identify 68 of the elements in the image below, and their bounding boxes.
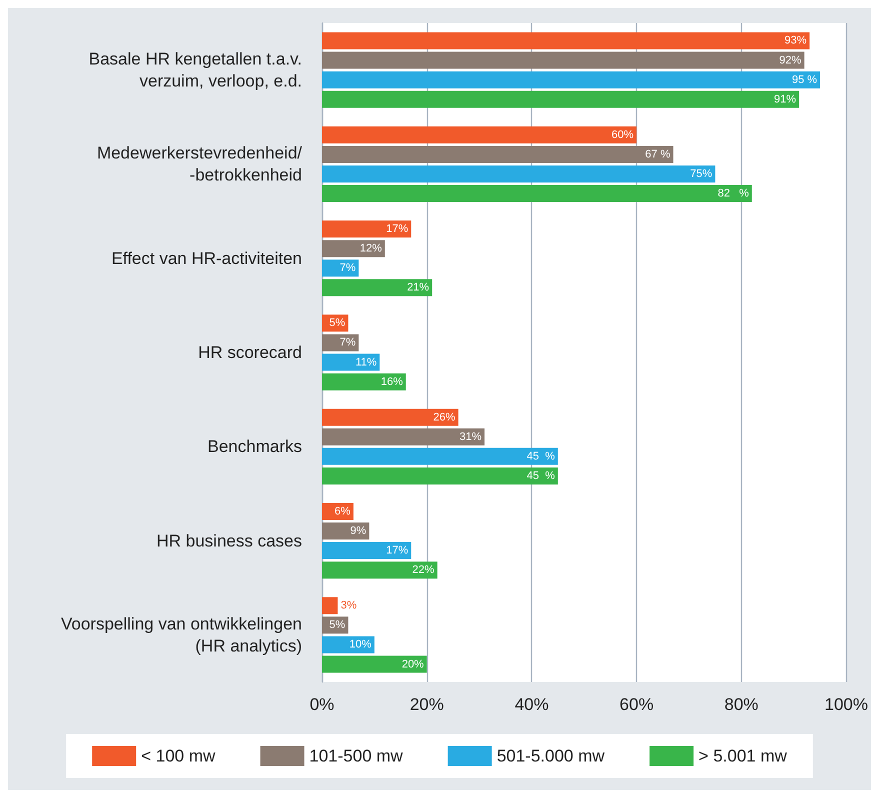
bar xyxy=(322,448,558,465)
data-label: 5% xyxy=(329,317,346,330)
data-label: 17% xyxy=(386,544,408,557)
bar xyxy=(322,240,385,258)
x-tick-label: 80% xyxy=(724,695,758,714)
bar xyxy=(322,90,800,108)
legend-label: 101-500 mw xyxy=(309,746,404,766)
data-label: 7% xyxy=(340,262,356,274)
y-tick-label: Voorspelling van ontwikkelingen (HR analytics) xyxy=(61,614,302,656)
bar xyxy=(322,279,432,296)
data-label: 3% xyxy=(340,600,357,612)
data-label: 6% xyxy=(334,505,351,518)
bar xyxy=(322,428,485,446)
bar xyxy=(322,165,716,182)
x-tick-label: 20% xyxy=(410,695,444,714)
y-tick-label: HR business cases xyxy=(156,531,302,550)
x-tick-label: 40% xyxy=(514,695,549,714)
y-tick-label: Effect van HR-activiteiten xyxy=(111,248,302,268)
x-tick-label: 60% xyxy=(620,695,654,714)
bar xyxy=(322,408,458,426)
data-label: 7% xyxy=(340,336,356,349)
bar xyxy=(322,71,820,88)
bar xyxy=(322,522,370,540)
y-tick-label: Medewerkerstevredenheid/ -betrokkenheid xyxy=(96,144,302,185)
bar xyxy=(322,32,810,50)
x-tick-label: 0% xyxy=(310,695,334,714)
data-label: 17% xyxy=(386,223,408,236)
legend-label: 501-5.000 mw xyxy=(496,746,606,766)
data-label: 21% xyxy=(407,282,430,294)
bar xyxy=(322,126,637,144)
y-tick-label: Benchmarks xyxy=(208,437,302,456)
data-label: 31% xyxy=(459,430,482,443)
data-label: 75% xyxy=(690,168,712,180)
data-label: 11% xyxy=(355,356,377,368)
data-label: 10% xyxy=(349,638,372,651)
data-label: 92% xyxy=(779,54,802,66)
y-tick-label: HR scorecard xyxy=(198,343,302,362)
bar xyxy=(322,597,338,614)
data-label: 45 % xyxy=(526,470,556,482)
legend-label: < 100 mw xyxy=(141,746,216,766)
bar xyxy=(322,185,752,202)
data-label: 16% xyxy=(380,376,404,388)
bar xyxy=(322,146,674,163)
legend-label: > 5.001 mw xyxy=(698,746,788,766)
bar xyxy=(322,656,427,673)
data-label: 9% xyxy=(350,525,366,538)
data-label: 5% xyxy=(329,619,346,632)
y-tick-label: Basale HR kengetallen t.a.v. verzuim, verloop, e.d. xyxy=(88,50,302,91)
data-label: 95 % xyxy=(792,74,818,86)
bar xyxy=(322,354,380,371)
bar xyxy=(322,542,412,560)
data-label: 22% xyxy=(412,564,435,576)
bar xyxy=(322,220,412,238)
data-label: 82 % xyxy=(718,188,750,200)
x-tick-label: 100% xyxy=(824,695,868,714)
data-label: 20% xyxy=(402,658,424,670)
bar xyxy=(322,52,804,69)
data-label: 91% xyxy=(774,93,796,106)
bar xyxy=(322,373,406,390)
bar xyxy=(322,636,374,654)
data-label: 12% xyxy=(360,242,382,255)
bar xyxy=(322,467,558,484)
data-label: 93% xyxy=(784,34,807,47)
bar xyxy=(322,562,438,579)
data-label: 60% xyxy=(612,128,634,141)
data-label: 26% xyxy=(433,411,456,424)
data-label: 67 % xyxy=(645,148,670,160)
data-label: 45 % xyxy=(526,450,556,462)
